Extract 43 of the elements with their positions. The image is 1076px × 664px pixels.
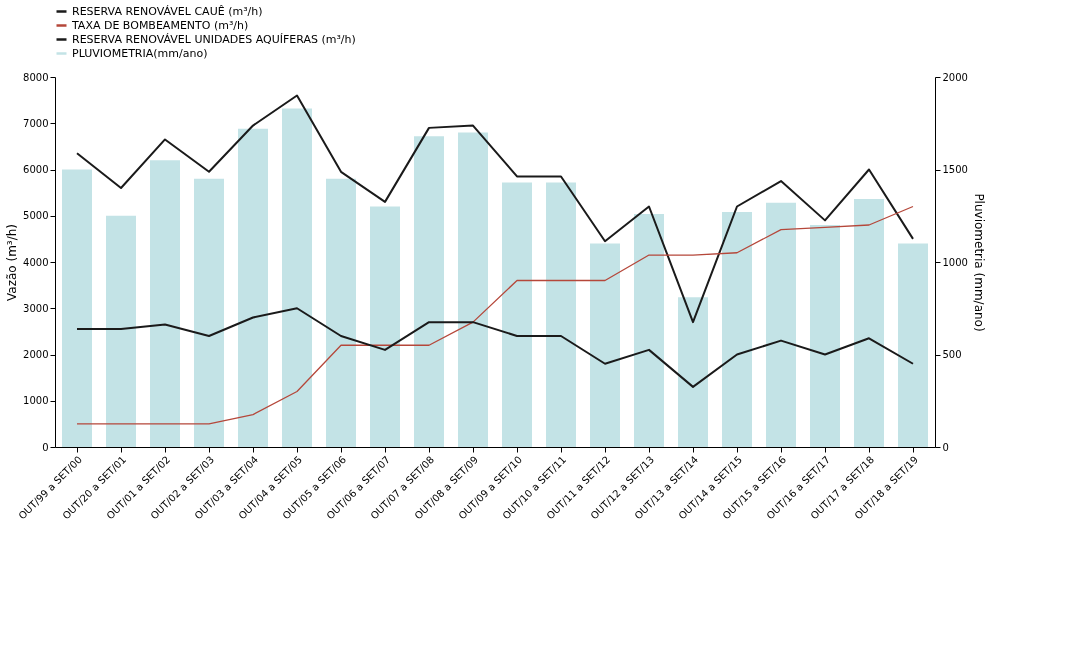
bar [722,212,752,447]
y-tick-label: 1000 [23,395,49,407]
legend-label: TAXA DE BOMBEAMENTO (m³/h) [71,18,249,32]
bar [458,132,488,447]
bar [810,225,840,447]
y2-tick-label: 2000 [942,71,968,83]
bar [414,136,444,447]
legend-label: RESERVA RENOVÁVEL UNIDADES AQUÍFERAS (m³/h) [72,32,356,46]
bar [502,182,532,447]
y-tick-label: 2000 [23,349,49,360]
line-series [76,307,914,388]
bar [634,213,664,447]
y-tick-label: 6000 [23,164,49,175]
line-series [76,205,914,425]
y-tick-label: 4000 [23,256,49,268]
legend-label: PLUVIOMETRIA(mm/ano) [72,46,208,60]
bar [854,199,884,447]
bar [898,243,928,447]
bar [106,215,136,447]
y2-tick-label: 1000 [942,256,968,268]
bar [282,108,312,447]
line-series [76,94,914,324]
bar [546,182,576,447]
y-tick-label: 5000 [23,210,49,222]
y2-tick-label: 1500 [942,164,968,175]
bar [590,243,620,447]
y2-tick-label: 0 [942,441,949,453]
bar [150,160,180,447]
y-axis-title: Vazão (m³/h) [5,224,20,301]
bar [766,202,796,447]
y-tick-label: 8000 [23,71,49,83]
bar [238,128,268,447]
y-tick-label: 7000 [23,117,49,129]
legend-label: RESERVA RENOVÁVEL CAUÊ (m³/h) [72,4,263,18]
y-tick-label: 0 [42,441,49,453]
bar [678,297,708,447]
bar [370,206,400,447]
bar [326,178,356,447]
bar [62,169,92,447]
bar [194,178,224,447]
y-tick-label: 3000 [23,302,49,314]
y2-tick-label: 500 [942,349,962,360]
y2-axis-title: Pluviometria (mm/ano) [971,193,986,332]
